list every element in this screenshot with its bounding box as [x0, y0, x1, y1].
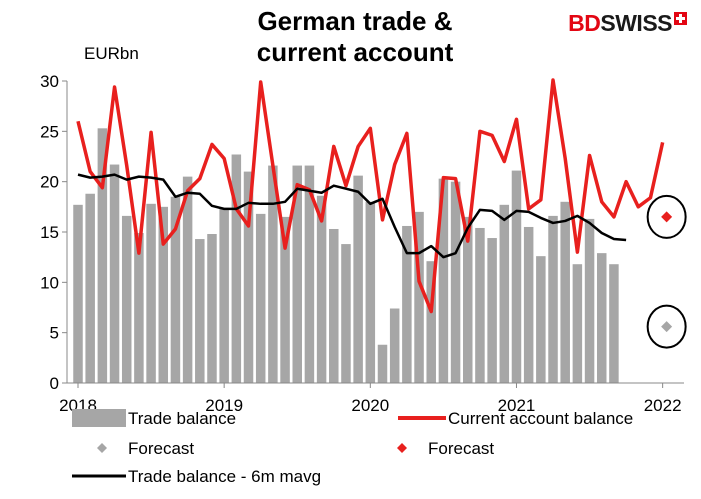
trade-balance-bar [389, 308, 400, 383]
forecast-highlight-circle [646, 304, 687, 349]
trade-balance-bar [548, 215, 558, 383]
trade-balance-bar [207, 234, 217, 383]
y-tick-label: 0 [50, 374, 59, 393]
trade-balance-bar [316, 195, 327, 383]
trade-balance-bar [85, 193, 95, 383]
forecast-highlight-circle [646, 194, 687, 239]
trade-balance-bar [170, 196, 181, 383]
swiss-cross-icon [674, 12, 687, 25]
trade-balance-bar [292, 165, 302, 383]
y-axis-unit-label: EURbn [84, 44, 139, 63]
trade-balance-bar [158, 206, 169, 383]
trade-balance-bars [73, 128, 619, 383]
y-tick-label: 20 [40, 173, 59, 192]
y-tick-label: 30 [40, 72, 59, 91]
trade-balance-bar [499, 204, 510, 383]
trade-balance-bar [426, 261, 436, 383]
trade-balance-bar [109, 164, 120, 383]
trade-balance-bar [475, 227, 485, 383]
trade-balance-bar [329, 228, 339, 383]
trade-balance-bar [146, 203, 156, 383]
trade-balance-bar [365, 201, 376, 383]
y-tick-label: 10 [40, 273, 59, 292]
trade-balance-bar [438, 178, 449, 383]
trade-balance-bar [280, 216, 290, 383]
trade-balance-bar [304, 165, 315, 383]
trade-balance-bar [353, 175, 363, 383]
trade-balance-bar [219, 207, 229, 383]
trade-balance-bar [268, 165, 278, 383]
trade-balance-bar [134, 233, 144, 383]
y-tick-label: 15 [40, 223, 59, 242]
brand-logo-part1: BD [568, 10, 601, 36]
legend-diamond-swatch [97, 443, 107, 453]
trade-balance-bar [560, 201, 570, 383]
brand-logo-part2: SWISS [600, 10, 672, 36]
trade-balance-bar [596, 253, 607, 383]
current-account-line [76, 78, 665, 314]
trade-balance-bar [255, 213, 266, 383]
trade-mavg-line [77, 173, 627, 259]
trade-balance-bar [511, 170, 522, 383]
legend-label: Current account balance [448, 409, 633, 428]
legend-label: Forecast [428, 439, 494, 458]
legend: Trade balance Current account balance Fore… [72, 409, 633, 486]
legend-label: Trade balance [128, 409, 236, 428]
trade-balance-bar [450, 181, 461, 383]
trade-balance-bar [487, 238, 497, 383]
y-tick-label: 5 [50, 324, 59, 343]
chart-title: German trade & current account [170, 6, 540, 68]
trade-balance-bar [195, 239, 205, 383]
forecast-markers [646, 194, 687, 349]
y-tick-label: 25 [40, 122, 59, 141]
x-tick-label: 2022 [644, 396, 682, 415]
chart-title-line2: current account [256, 37, 454, 67]
trade-balance-bar [572, 264, 583, 383]
x-tick-label: 2021 [498, 396, 536, 415]
trade-balance-bar [402, 225, 412, 383]
forecast-trade-marker [661, 321, 673, 333]
series-lines [76, 78, 665, 314]
trade-balance-bar [584, 218, 595, 383]
chart-title-line1: German trade & [257, 6, 453, 36]
trade-balance-bar [243, 171, 254, 383]
x-tick-label: 2020 [351, 396, 389, 415]
forecast-current_account-marker [661, 211, 673, 223]
trade-balance-bar [182, 176, 193, 383]
trade-balance-bar [231, 154, 242, 383]
legend-label: Trade balance - 6m mavg [128, 467, 321, 486]
x-tick-label: 2019 [205, 396, 243, 415]
trade-balance-bar [377, 344, 388, 383]
trade-balance-bar [341, 244, 351, 383]
brand-logo: BD SWISS [568, 10, 687, 37]
legend-label: Forecast [128, 439, 194, 458]
trade-balance-bar [609, 264, 619, 383]
trade-balance-bar [73, 204, 83, 383]
trade-balance-bar [414, 211, 424, 383]
trade-balance-bar [523, 226, 534, 383]
trade-balance-bar [97, 128, 108, 383]
legend-bar-swatch [72, 409, 126, 427]
trade-balance-bar [536, 256, 546, 383]
trade-balance-bar [121, 215, 132, 383]
legend-diamond-swatch [397, 443, 407, 453]
trade-balance-bar [463, 216, 473, 383]
